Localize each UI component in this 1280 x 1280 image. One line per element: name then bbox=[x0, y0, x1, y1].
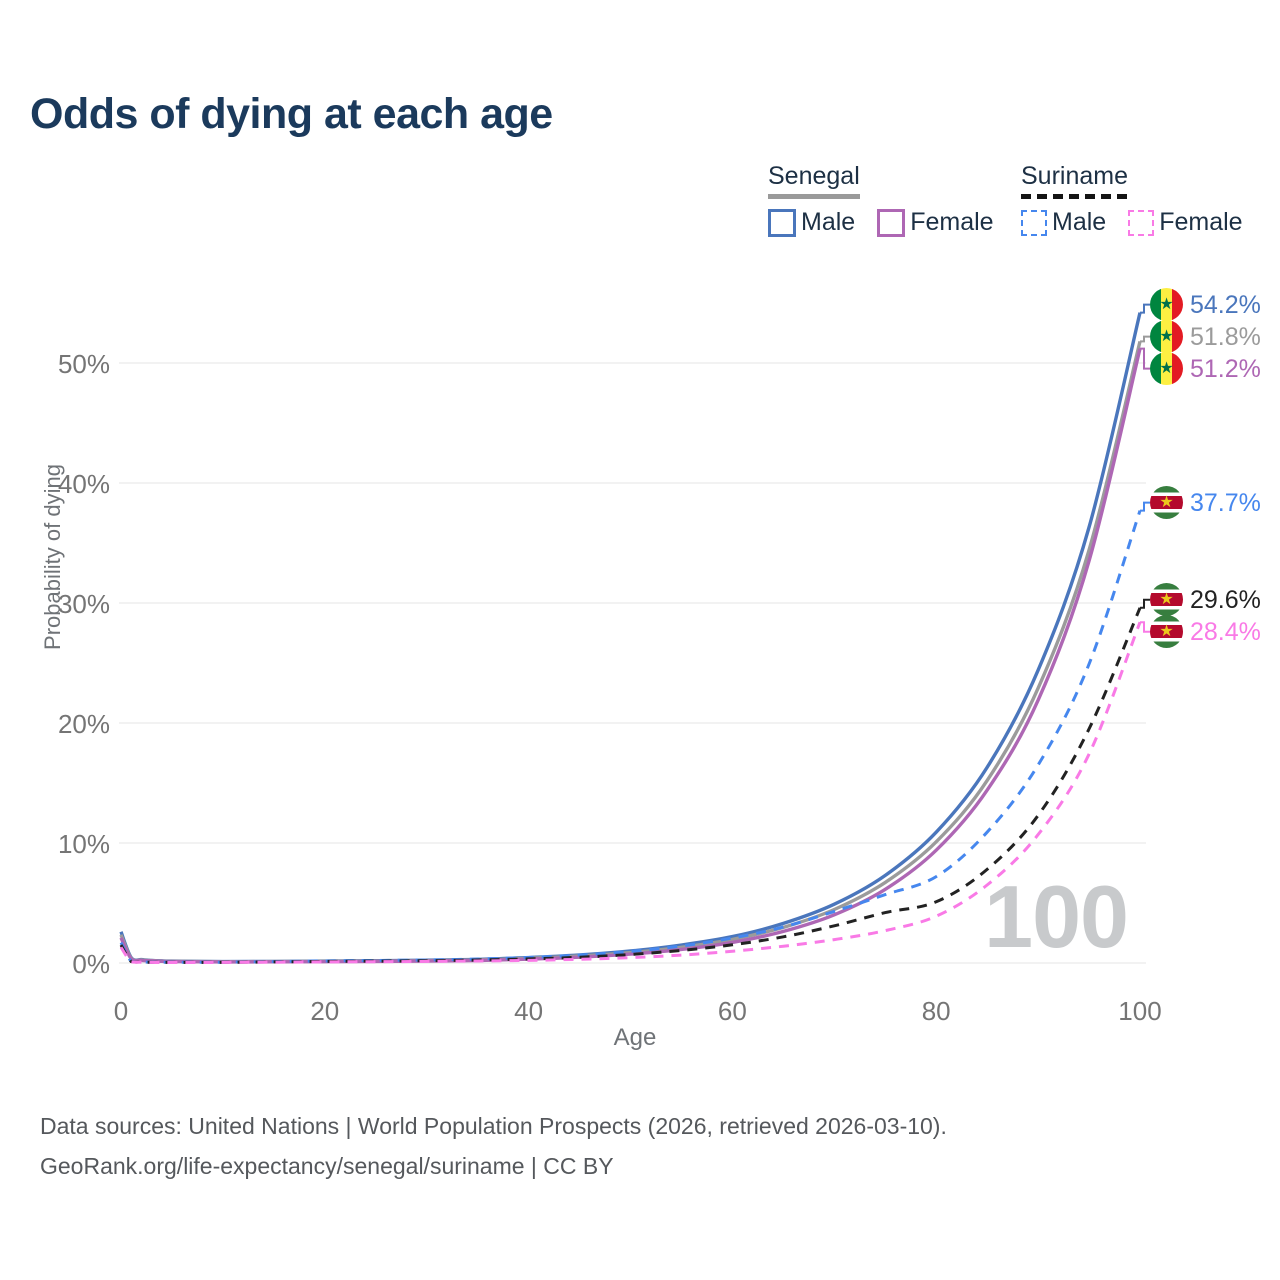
y-tick-50: 50% bbox=[57, 349, 110, 379]
legend-suriname-items: Male Female bbox=[1021, 208, 1243, 237]
senegal-flag-icon: ★ bbox=[1150, 320, 1183, 354]
y-tick-40: 40% bbox=[57, 469, 110, 499]
flag-star-icon: ★ bbox=[1159, 359, 1174, 377]
y-tick-0: 0% bbox=[72, 949, 110, 979]
legend-senegal-items: Male Female bbox=[768, 208, 994, 237]
x-tick-20: 20 bbox=[310, 996, 340, 1026]
end-label-suriname-female: ★ 28.4% bbox=[1150, 615, 1261, 649]
legend-item-suriname-male[interactable]: Male bbox=[1021, 208, 1106, 237]
end-label-value: 28.4% bbox=[1190, 617, 1261, 646]
series-line-suriname-both-sexes[interactable] bbox=[119, 607, 1142, 964]
x-tick-100: 100 bbox=[1118, 996, 1162, 1026]
suriname-flag-icon: ★ bbox=[1150, 583, 1183, 617]
suriname-female-swatch-icon bbox=[1128, 209, 1155, 236]
legend-item-label: Male bbox=[801, 208, 856, 236]
senegal-male-swatch-icon bbox=[768, 208, 796, 237]
legend-item-label: Female bbox=[910, 208, 994, 236]
end-label-suriname-both-sexes: ★ 29.6% bbox=[1150, 583, 1261, 617]
age-watermark: 100 bbox=[984, 867, 1129, 966]
x-tick-0: 0 bbox=[113, 996, 129, 1026]
page-title: Odds of dying at each age bbox=[30, 90, 553, 138]
flag-star-icon: ★ bbox=[1159, 327, 1174, 345]
label-connector bbox=[1140, 303, 1150, 314]
label-connector bbox=[1140, 335, 1150, 343]
end-label-value: 29.6% bbox=[1190, 585, 1261, 614]
end-label-senegal-male: ★ 54.2% bbox=[1150, 288, 1261, 322]
suriname-flag-icon: ★ bbox=[1150, 486, 1183, 520]
x-axis-title: Age bbox=[613, 1024, 657, 1051]
end-label-value: 51.8% bbox=[1190, 322, 1261, 351]
x-tick-40: 40 bbox=[514, 996, 544, 1026]
flag-star-icon: ★ bbox=[1159, 493, 1174, 511]
end-label-value: 37.7% bbox=[1190, 488, 1261, 517]
legend-item-suriname-female[interactable]: Female bbox=[1128, 208, 1243, 237]
label-connector bbox=[1140, 621, 1150, 633]
y-tick-10: 10% bbox=[57, 829, 110, 859]
end-label-suriname-male: ★ 37.7% bbox=[1150, 486, 1261, 520]
end-label-senegal-female: ★ 51.2% bbox=[1150, 352, 1261, 386]
legend-senegal-header[interactable]: Senegal bbox=[768, 162, 860, 199]
flag-star-icon: ★ bbox=[1159, 295, 1174, 313]
legend-suriname-header[interactable]: Suriname bbox=[1021, 162, 1128, 199]
flag-star-icon: ★ bbox=[1159, 590, 1174, 608]
suriname-male-swatch-icon bbox=[1021, 209, 1047, 236]
label-connector bbox=[1140, 598, 1150, 609]
end-label-senegal-both-sexes: ★ 51.8% bbox=[1150, 320, 1261, 354]
flag-star-icon: ★ bbox=[1159, 622, 1174, 640]
legend-item-senegal-male[interactable]: Male bbox=[768, 208, 855, 237]
series-line-senegal-male[interactable] bbox=[119, 312, 1142, 964]
senegal-flag-icon: ★ bbox=[1150, 352, 1183, 386]
senegal-female-swatch-icon bbox=[877, 208, 906, 237]
footer: Data sources: United Nations | World Pop… bbox=[40, 1106, 947, 1186]
legend-senegal-underline bbox=[768, 194, 860, 199]
legend-group-suriname: Suriname Male Female bbox=[1021, 162, 1243, 237]
footer-datasource: Data sources: United Nations | World Pop… bbox=[40, 1113, 947, 1139]
legend-suriname-underline bbox=[1021, 194, 1128, 199]
y-tick-20: 20% bbox=[57, 709, 110, 739]
legend-item-label: Male bbox=[1052, 208, 1107, 236]
suriname-flag-icon: ★ bbox=[1150, 615, 1183, 649]
label-connector bbox=[1140, 347, 1150, 370]
legend-item-senegal-female[interactable]: Female bbox=[877, 208, 994, 237]
footer-attribution: GeoRank.org/life-expectancy/senegal/suri… bbox=[40, 1153, 614, 1179]
y-tick-30: 30% bbox=[57, 589, 110, 619]
series-line-senegal-female[interactable] bbox=[119, 348, 1142, 964]
end-label-value: 54.2% bbox=[1190, 290, 1261, 319]
legend-item-label: Female bbox=[1159, 208, 1243, 236]
end-label-value: 51.2% bbox=[1190, 354, 1261, 383]
legend-group-senegal: Senegal Male Female bbox=[768, 162, 994, 237]
legend-senegal-label: Senegal bbox=[768, 162, 860, 190]
senegal-flag-icon: ★ bbox=[1150, 288, 1183, 322]
x-tick-80: 80 bbox=[921, 996, 951, 1026]
x-tick-60: 60 bbox=[717, 996, 747, 1026]
label-connector bbox=[1140, 501, 1150, 512]
legend-suriname-label: Suriname bbox=[1021, 162, 1128, 190]
